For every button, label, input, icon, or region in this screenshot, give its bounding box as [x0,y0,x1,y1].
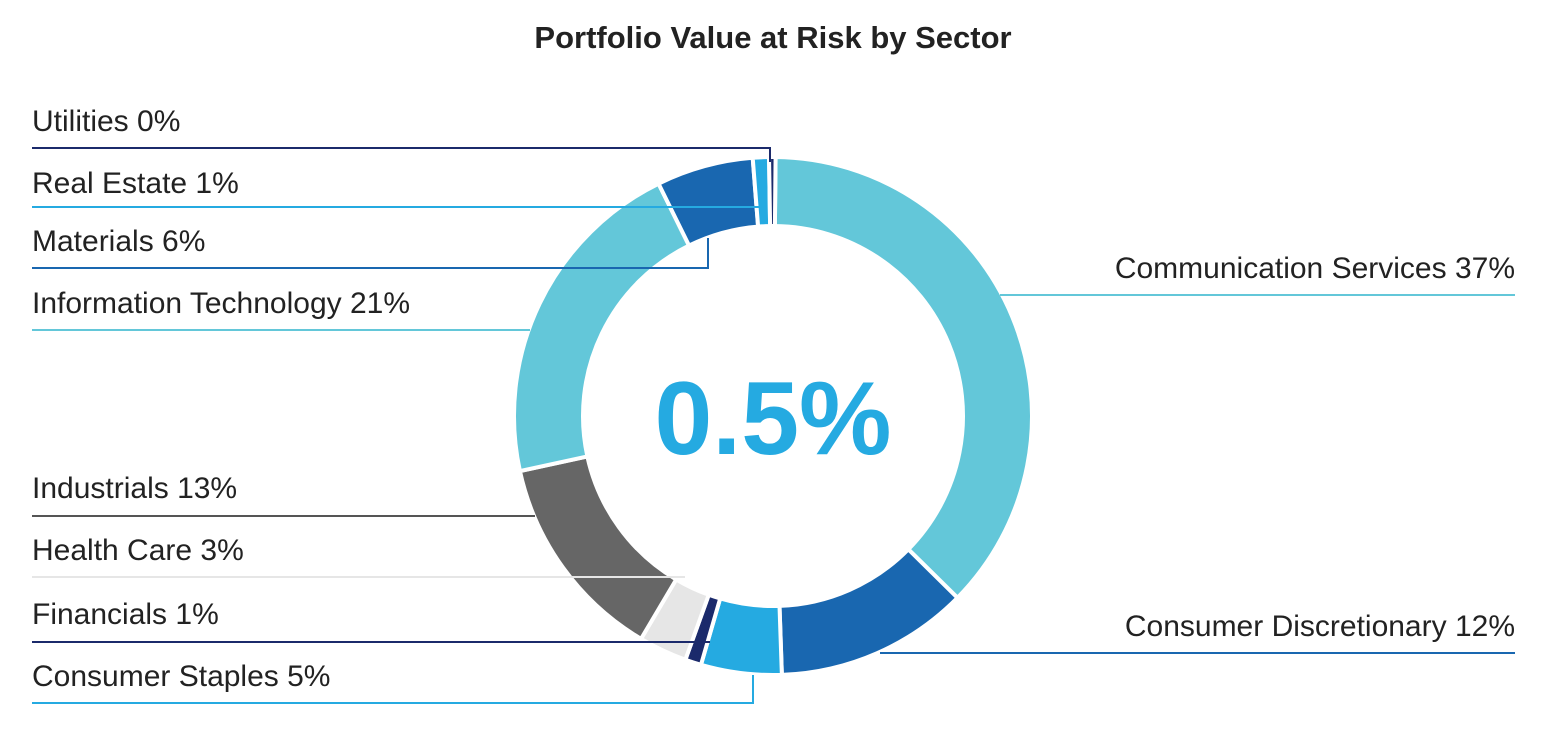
data-label: Industrials 13% [32,472,237,505]
center-value: 0.5% [654,361,891,477]
leader-line [32,675,754,704]
data-label: Consumer Discretionary 12% [1125,610,1515,643]
data-label: Information Technology 21% [32,287,410,320]
donut-slice-utilities [767,155,778,229]
data-label: Consumer Staples 5% [32,660,330,693]
data-label: Health Care 3% [32,534,244,567]
data-label: Real Estate 1% [32,167,239,200]
data-label: Materials 6% [32,225,205,258]
chart-title: Portfolio Value at Risk by Sector [534,20,1012,55]
data-label: Financials 1% [32,598,219,631]
leader-line [32,238,709,269]
donut-slice-communication-services [772,154,1034,601]
leader-line [32,147,771,162]
donut-slice-industrials [517,454,679,642]
data-label: Communication Services 37% [1115,252,1515,285]
data-label: Utilities 0% [32,105,180,138]
